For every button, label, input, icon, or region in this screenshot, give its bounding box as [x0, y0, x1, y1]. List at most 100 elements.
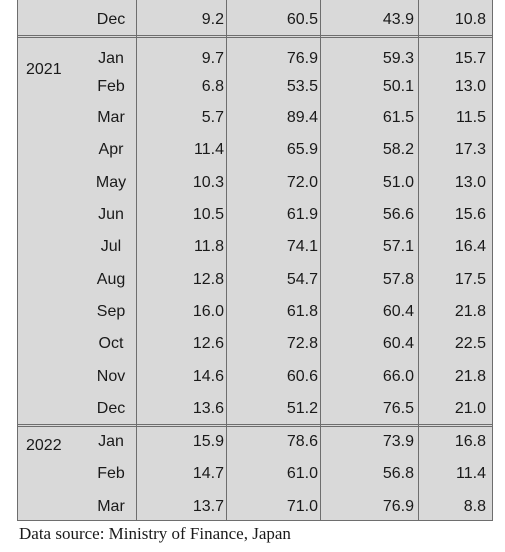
- table-row: Jul 11.8 74.1 57.1 16.4: [18, 231, 492, 263]
- table-row: Dec 9.2 60.5 43.9 10.8: [18, 4, 492, 36]
- value-cell-4: 21.0: [454, 400, 486, 417]
- value-cell-3: 43.9: [382, 11, 414, 28]
- value-cell-4: 17.3: [454, 141, 486, 158]
- value-cell-3: 60.4: [382, 335, 414, 352]
- value-cell-1: 13.7: [192, 498, 224, 515]
- month-cell: Jan: [98, 433, 124, 450]
- table-row: Apr 11.4 65.9 58.2 17.3: [18, 134, 492, 166]
- table-row: Aug 12.8 54.7 57.8 17.5: [18, 264, 492, 296]
- month-cell: Jun: [98, 206, 124, 223]
- table-row: Mar 13.7 71.0 76.9 8.8: [18, 491, 492, 523]
- value-cell-4: 16.8: [454, 433, 486, 450]
- value-cell-2: 61.0: [286, 465, 318, 482]
- value-cell-2: 60.5: [286, 11, 318, 28]
- month-cell: Dec: [96, 400, 126, 417]
- month-cell: Sep: [96, 303, 126, 320]
- year-divider-2022: [18, 424, 492, 427]
- value-cell-4: 22.5: [454, 335, 486, 352]
- table-row: 2022 Jan 15.9 78.6 73.9 16.8: [18, 426, 492, 458]
- value-cell-2: 78.6: [286, 433, 318, 450]
- value-cell-3: 59.3: [382, 50, 414, 67]
- value-cell-1: 11.4: [194, 141, 224, 158]
- value-cell-3: 50.1: [382, 78, 414, 95]
- month-cell: May: [95, 174, 127, 191]
- value-cell-4: 21.8: [454, 303, 486, 320]
- data-table: Dec 9.2 60.5 43.9 10.8 2021 Jan 9.7 76.9 59.3 15.7…: [17, 0, 493, 521]
- value-cell-2: 60.6: [286, 368, 318, 385]
- month-cell: Jan: [98, 50, 124, 67]
- value-cell-3: 73.9: [382, 433, 414, 450]
- column-divider: [320, 0, 321, 521]
- value-cell-1: 11.8: [194, 238, 224, 255]
- month-cell: Feb: [97, 78, 125, 95]
- value-cell-2: 65.9: [286, 141, 318, 158]
- year-cell: [26, 393, 86, 425]
- table-row: May 10.3 72.0 51.0 13.0: [18, 167, 492, 199]
- table-row: Dec 13.6 51.2 76.5 21.0: [18, 393, 492, 425]
- year-cell: 2021: [26, 61, 62, 78]
- year-cell: 2022: [26, 437, 62, 454]
- table-row: Jun 10.5 61.9 56.6 15.6: [18, 199, 492, 231]
- value-cell-1: 16.0: [192, 303, 224, 320]
- value-cell-3: 56.6: [382, 206, 414, 223]
- value-cell-2: 54.7: [286, 271, 318, 288]
- month-cell: Mar: [97, 498, 125, 515]
- value-cell-3: 57.8: [382, 271, 414, 288]
- value-cell-2: 51.2: [286, 400, 318, 417]
- value-cell-3: 61.5: [382, 109, 414, 126]
- month-cell: Mar: [97, 109, 125, 126]
- year-cell: [26, 491, 86, 523]
- value-cell-2: 71.0: [286, 498, 318, 515]
- value-cell-2: 61.9: [286, 206, 318, 223]
- year-cell: [26, 361, 86, 393]
- value-cell-2: 89.4: [286, 109, 318, 126]
- value-cell-3: 58.2: [382, 141, 414, 158]
- year-cell: [26, 199, 86, 231]
- value-cell-1: 10.3: [192, 174, 224, 191]
- value-cell-1: 15.9: [192, 433, 224, 450]
- value-cell-1: 5.7: [201, 109, 224, 126]
- value-cell-4: 13.0: [454, 174, 486, 191]
- year-cell: [26, 458, 86, 490]
- year-cell: [26, 296, 86, 328]
- month-cell: Oct: [98, 335, 124, 352]
- year-cell: [26, 134, 86, 166]
- year-cell: [26, 102, 86, 134]
- table-row: 2021 Jan 9.7 76.9 59.3 15.7: [18, 43, 492, 78]
- value-cell-1: 9.7: [201, 50, 224, 67]
- year-cell: [26, 328, 86, 360]
- value-cell-2: 53.5: [286, 78, 318, 95]
- table-row: Nov 14.6 60.6 66.0 21.8: [18, 361, 492, 393]
- value-cell-4: 10.8: [454, 11, 486, 28]
- value-cell-1: 12.8: [192, 271, 224, 288]
- value-cell-1: 10.5: [192, 206, 224, 223]
- table-row: Oct 12.6 72.8 60.4 22.5: [18, 328, 492, 360]
- year-cell: [26, 71, 86, 103]
- value-cell-2: 76.9: [286, 50, 318, 67]
- value-cell-4: 21.8: [454, 368, 486, 385]
- value-cell-3: 56.8: [382, 465, 414, 482]
- table-row: Sep 16.0 61.8 60.4 21.8: [18, 296, 492, 328]
- data-source-note: Data source: Ministry of Finance, Japan: [19, 524, 291, 543]
- value-cell-1: 13.6: [192, 400, 224, 417]
- month-cell: Apr: [98, 141, 124, 158]
- month-cell: Jul: [100, 238, 122, 255]
- value-cell-4: 15.7: [454, 50, 486, 67]
- value-cell-4: 13.0: [454, 78, 486, 95]
- value-cell-1: 6.8: [201, 78, 224, 95]
- table-row: Feb 14.7 61.0 56.8 11.4: [18, 458, 492, 490]
- table-row: Feb 6.8 53.5 50.1 13.0: [18, 71, 492, 103]
- value-cell-4: 11.5: [456, 109, 486, 126]
- column-divider: [136, 0, 137, 521]
- year-divider-2021: [18, 35, 492, 38]
- year-cell: [26, 231, 86, 263]
- table-row: Mar 5.7 89.4 61.5 11.5: [18, 102, 492, 134]
- value-cell-4: 17.5: [454, 271, 486, 288]
- value-cell-2: 72.8: [286, 335, 318, 352]
- value-cell-4: 15.6: [454, 206, 486, 223]
- value-cell-3: 76.5: [382, 400, 414, 417]
- value-cell-1: 14.7: [192, 465, 224, 482]
- month-cell: Dec: [96, 11, 126, 28]
- year-cell: [26, 167, 86, 199]
- month-cell: Nov: [96, 368, 126, 385]
